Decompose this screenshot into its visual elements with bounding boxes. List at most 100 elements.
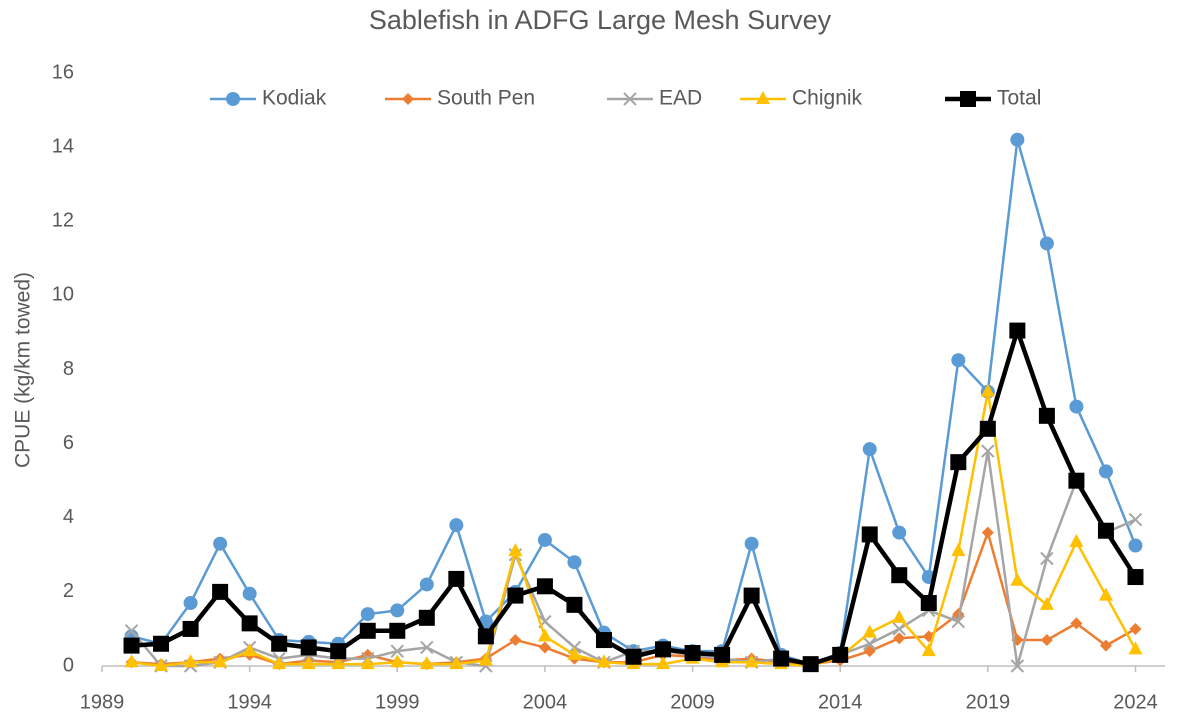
x-tick-label: 2009 bbox=[670, 691, 715, 713]
marker bbox=[950, 454, 967, 471]
marker bbox=[1097, 522, 1114, 539]
marker bbox=[756, 91, 770, 104]
marker bbox=[390, 654, 405, 668]
legend-item: Total bbox=[945, 87, 1041, 110]
marker bbox=[449, 518, 464, 533]
marker bbox=[360, 656, 375, 670]
marker bbox=[1038, 407, 1055, 424]
legend-item: Kodiak bbox=[210, 87, 327, 110]
marker bbox=[448, 570, 465, 587]
legend-label: Kodiak bbox=[262, 87, 327, 110]
marker bbox=[536, 578, 553, 595]
marker bbox=[861, 526, 878, 543]
marker bbox=[951, 614, 966, 629]
marker bbox=[508, 543, 523, 557]
marker bbox=[951, 543, 966, 557]
marker bbox=[241, 615, 258, 632]
marker bbox=[390, 603, 405, 618]
marker bbox=[656, 656, 671, 670]
x-tick-label: 2014 bbox=[818, 691, 863, 713]
legend-item: Chignik bbox=[740, 87, 863, 110]
marker bbox=[596, 654, 611, 668]
marker bbox=[226, 92, 240, 106]
marker bbox=[1098, 587, 1113, 601]
marker bbox=[301, 656, 316, 670]
marker bbox=[1040, 551, 1054, 566]
marker bbox=[623, 92, 637, 106]
marker bbox=[507, 587, 524, 604]
marker bbox=[509, 634, 522, 647]
marker bbox=[123, 637, 140, 654]
marker bbox=[892, 609, 907, 623]
marker bbox=[402, 93, 414, 105]
marker bbox=[420, 640, 434, 655]
marker bbox=[1010, 659, 1025, 673]
marker bbox=[567, 555, 582, 570]
marker bbox=[1039, 596, 1054, 610]
marker bbox=[1010, 132, 1025, 147]
marker bbox=[389, 622, 406, 639]
marker bbox=[1127, 569, 1144, 586]
marker bbox=[1009, 322, 1026, 339]
legend-item: EAD bbox=[607, 87, 702, 110]
marker bbox=[1068, 472, 1085, 489]
marker bbox=[1010, 572, 1025, 586]
marker bbox=[1070, 617, 1083, 630]
marker bbox=[832, 646, 849, 663]
y-tick-label: 0 bbox=[63, 654, 74, 676]
x-tick-label: 1994 bbox=[227, 691, 272, 713]
marker bbox=[980, 383, 995, 397]
series-line bbox=[131, 328, 1138, 667]
marker bbox=[477, 628, 494, 645]
y-axis-label: CPUE (kg/km towed) bbox=[12, 272, 35, 468]
marker bbox=[981, 444, 995, 458]
marker bbox=[153, 635, 170, 652]
marker bbox=[154, 658, 169, 671]
series bbox=[123, 322, 1144, 673]
marker bbox=[330, 643, 347, 660]
marker bbox=[892, 622, 906, 636]
marker bbox=[182, 620, 199, 637]
x-tick-label: 2024 bbox=[1113, 691, 1158, 713]
y-tick-label: 12 bbox=[52, 210, 74, 232]
marker bbox=[802, 656, 819, 673]
marker bbox=[124, 624, 139, 638]
marker bbox=[655, 641, 672, 658]
marker bbox=[418, 609, 435, 626]
legend-label: South Pen bbox=[437, 87, 535, 110]
marker bbox=[893, 632, 906, 645]
marker bbox=[449, 656, 464, 670]
marker bbox=[271, 635, 288, 652]
marker bbox=[1069, 533, 1084, 547]
marker bbox=[921, 643, 936, 657]
marker bbox=[272, 656, 287, 670]
x-tick-label: 1989 bbox=[80, 691, 125, 713]
y-tick-label: 2 bbox=[63, 580, 74, 602]
marker bbox=[300, 639, 317, 656]
marker bbox=[213, 654, 228, 668]
marker bbox=[1099, 639, 1112, 652]
marker bbox=[892, 525, 907, 540]
marker bbox=[537, 532, 552, 547]
marker bbox=[213, 536, 228, 551]
marker bbox=[595, 632, 612, 649]
y-tick-label: 4 bbox=[63, 506, 74, 528]
marker bbox=[743, 587, 760, 604]
marker bbox=[863, 637, 877, 651]
marker bbox=[183, 595, 198, 610]
marker bbox=[212, 583, 229, 600]
y-tick-label: 14 bbox=[52, 135, 74, 157]
marker bbox=[242, 643, 257, 657]
y-tick-label: 6 bbox=[63, 432, 74, 454]
marker bbox=[1128, 641, 1143, 655]
marker bbox=[566, 596, 583, 613]
marker bbox=[1128, 538, 1143, 553]
chart-title: Sablefish in ADFG Large Mesh Survey bbox=[369, 5, 832, 35]
marker bbox=[1040, 634, 1053, 647]
marker bbox=[478, 652, 493, 666]
legend-label: EAD bbox=[659, 87, 702, 110]
marker bbox=[891, 567, 908, 584]
marker bbox=[951, 353, 966, 368]
marker bbox=[538, 641, 551, 654]
